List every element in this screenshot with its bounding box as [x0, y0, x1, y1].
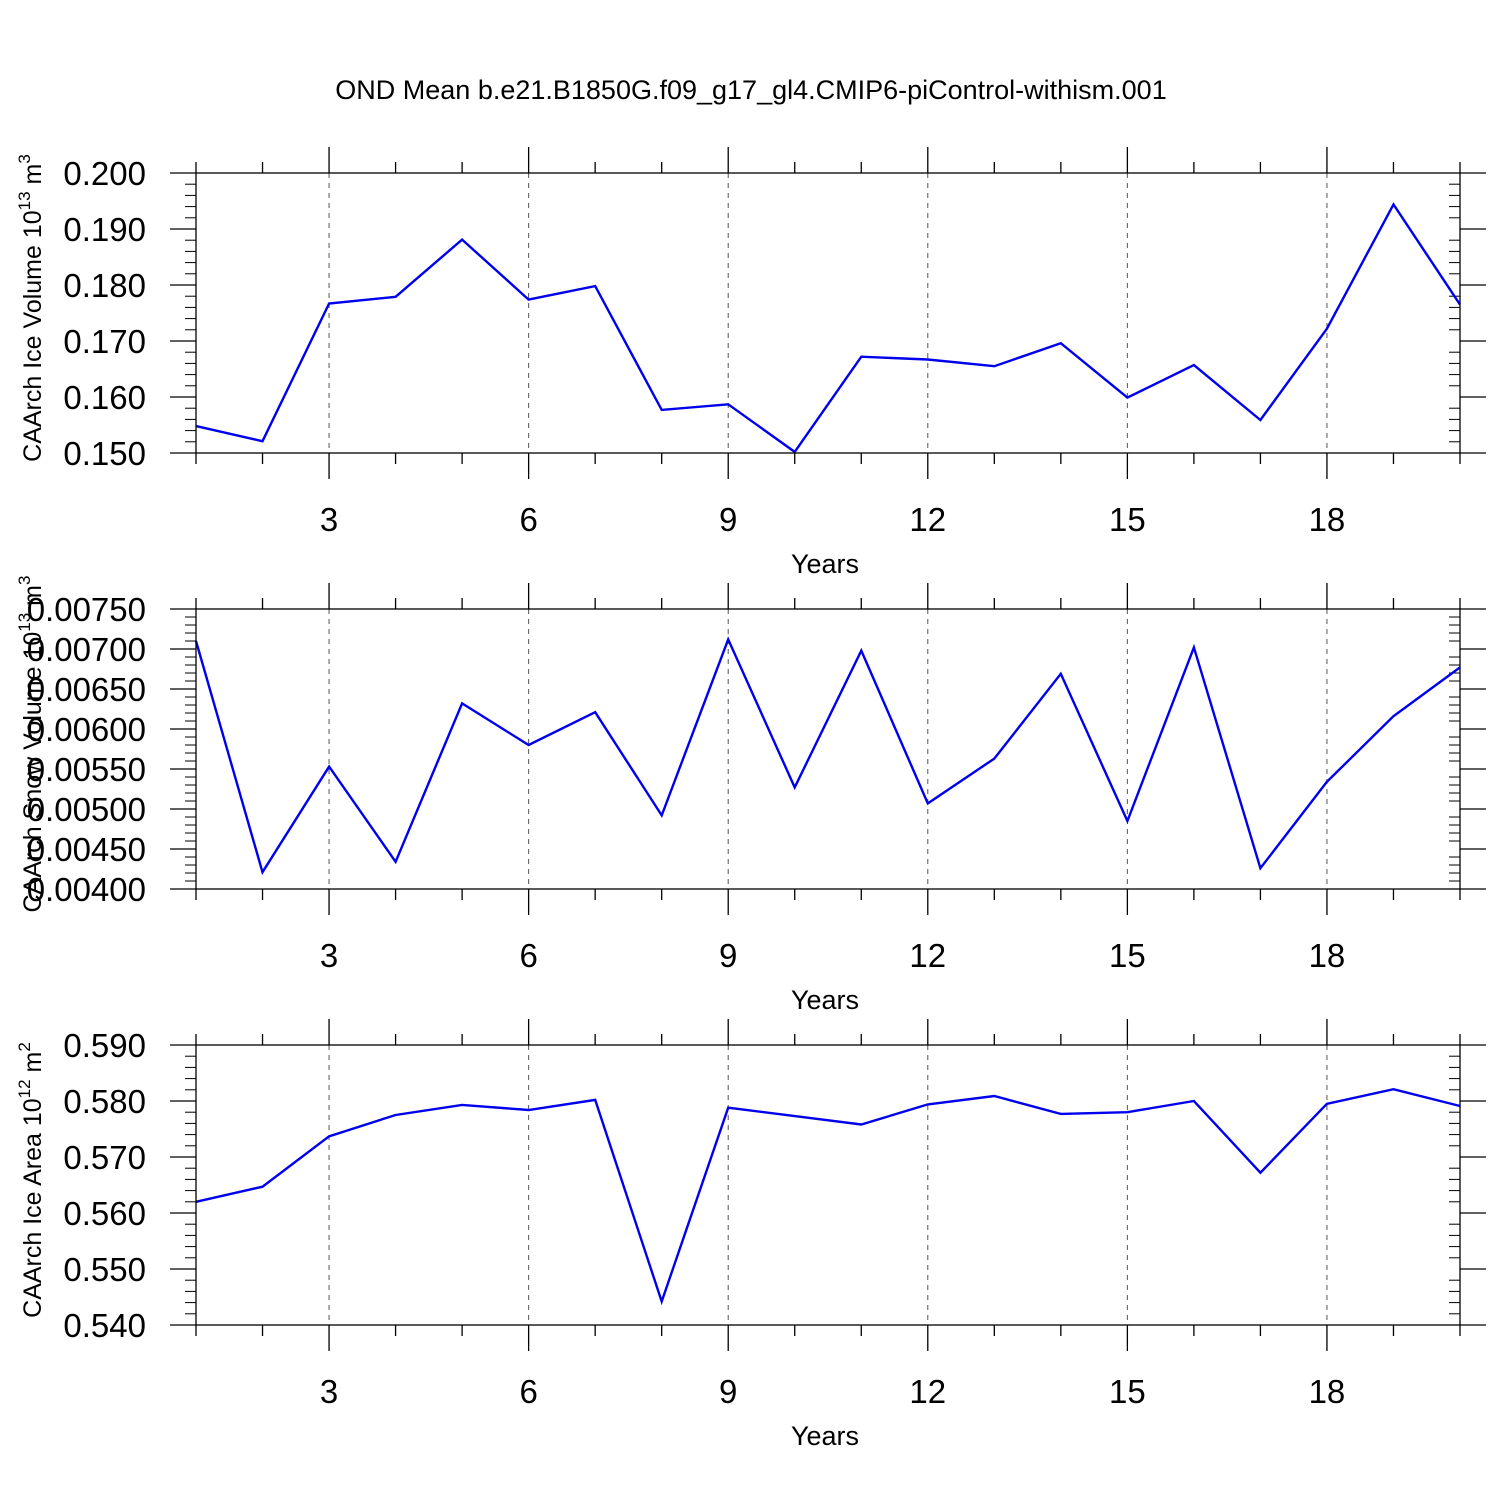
x-tick-label: 12 — [909, 1373, 946, 1410]
y-tick-label: 0.170 — [63, 323, 146, 360]
x-tick-label: 15 — [1109, 937, 1146, 974]
x-tick-label: 6 — [519, 1373, 537, 1410]
x-tick-label: 18 — [1309, 937, 1346, 974]
y-ticks — [170, 172, 1486, 454]
y-tick-label: 0.570 — [63, 1139, 146, 1176]
x-tick-label: 15 — [1109, 501, 1146, 538]
x-tick-label: 18 — [1309, 501, 1346, 538]
y-tick-label: 0.00650 — [27, 671, 146, 708]
y-tick-label: 0.00550 — [27, 751, 146, 788]
y-tick-label: 0.580 — [63, 1083, 146, 1120]
panel-3: 3 6 9 12 15 18 0.590 0.580 0.570 0.560 0.550 0.540 Y… — [15, 1019, 1486, 1451]
y-axis-label-main: CAArch Ice Volume 10 — [19, 210, 47, 462]
x-tick-label: 3 — [320, 501, 338, 538]
plot-frame — [195, 172, 1461, 454]
x-tick-label: 9 — [719, 501, 737, 538]
x-axis-label: Years — [791, 1421, 859, 1451]
y-axis-label-main: CAArch Snow Volume 10 — [19, 632, 47, 913]
y-tick-label: 0.00450 — [27, 831, 146, 868]
grid-lines — [328, 1045, 1328, 1325]
y-ticks — [170, 608, 1486, 890]
y-tick-label: 0.200 — [63, 155, 146, 192]
series-line — [195, 1087, 1461, 1306]
series-line — [195, 202, 1461, 454]
y-axis-label-unit-exponent: 3 — [15, 576, 34, 585]
y-axis-label-exponent: 13 — [15, 191, 34, 210]
x-tick-label: 3 — [320, 937, 338, 974]
x-tick-label: 15 — [1109, 1373, 1146, 1410]
y-tick-label: 0.00400 — [27, 871, 146, 908]
y-axis-label-unit-exponent: 3 — [15, 154, 34, 163]
plot-frame — [195, 608, 1461, 890]
y-tick-label: 0.00750 — [27, 591, 146, 628]
grid-lines — [328, 609, 1328, 889]
y-axis-label-unit: m — [19, 1052, 47, 1080]
plot-frame — [195, 1044, 1461, 1326]
y-tick-label: 0.00700 — [27, 631, 146, 668]
y-tick-label: 0.550 — [63, 1251, 146, 1288]
x-tick-label: 6 — [519, 501, 537, 538]
x-ticks — [195, 1019, 1461, 1351]
x-tick-label: 9 — [719, 1373, 737, 1410]
y-tick-label: 0.180 — [63, 267, 146, 304]
y-axis-label: CAArch Snow Volume 1013 m3 — [15, 576, 47, 913]
x-tick-label: 6 — [519, 937, 537, 974]
y-axis-label: CAArch Ice Volume 1013 m3 — [15, 154, 47, 462]
chart-title: OND Mean b.e21.B1850G.f09_g17_gl4.CMIP6-… — [335, 75, 1166, 105]
x-axis-label: Years — [791, 985, 859, 1015]
y-axis-label-unit: m — [19, 585, 47, 613]
y-axis-label-unit-exponent: 2 — [15, 1042, 34, 1051]
y-tick-label: 0.540 — [63, 1307, 146, 1344]
y-ticks — [170, 1044, 1486, 1326]
x-tick-label: 12 — [909, 937, 946, 974]
grid-lines — [328, 173, 1328, 453]
y-axis-label-exponent: 13 — [15, 613, 34, 632]
x-tick-label: 18 — [1309, 1373, 1346, 1410]
y-axis-label-exponent: 12 — [15, 1079, 34, 1098]
panel-2: 3 6 9 12 15 180.007500.007000.006500.006000.0… — [15, 576, 1486, 1015]
y-tick-label: 0.00600 — [27, 711, 146, 748]
y-axis-label-main: CAArch Ice Area 10 — [19, 1098, 47, 1318]
x-tick-label: 3 — [320, 1373, 338, 1410]
x-tick-label: 12 — [909, 501, 946, 538]
x-tick-label: 9 — [719, 937, 737, 974]
y-tick-label: 0.190 — [63, 211, 146, 248]
x-axis-label: Years — [791, 549, 859, 579]
y-tick-label: 0.590 — [63, 1027, 146, 1064]
y-tick-label: 0.150 — [63, 435, 146, 472]
y-axis-label-unit: m — [19, 164, 47, 192]
x-ticks — [195, 583, 1461, 915]
x-ticks — [195, 147, 1461, 479]
y-axis-label: CAArch Ice Area 1012 m2 — [15, 1042, 47, 1318]
y-tick-label: 0.00500 — [27, 791, 146, 828]
series-line — [194, 636, 1461, 876]
y-tick-label: 0.160 — [63, 379, 146, 416]
panel-1: 3 6 9 12 15 18 0.200 0.190 0.180 0.170 0.160 0.150 Y… — [15, 147, 1486, 579]
y-tick-label: 0.560 — [63, 1195, 146, 1232]
